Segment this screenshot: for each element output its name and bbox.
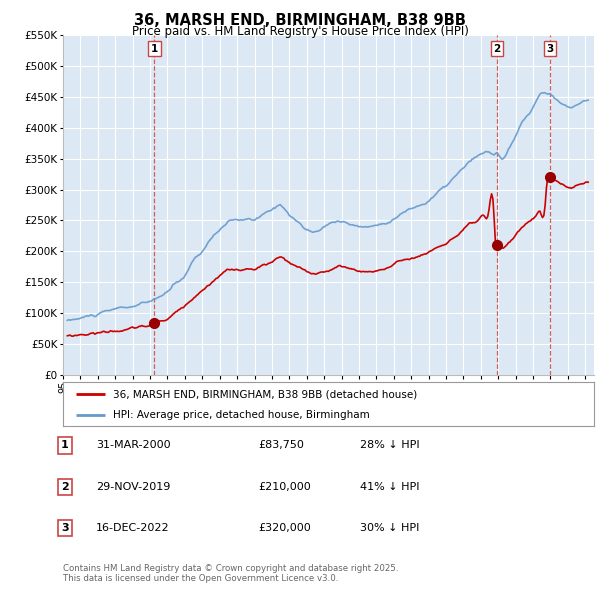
Text: Contains HM Land Registry data © Crown copyright and database right 2025.
This d: Contains HM Land Registry data © Crown c… — [63, 563, 398, 583]
Text: 36, MARSH END, BIRMINGHAM, B38 9BB: 36, MARSH END, BIRMINGHAM, B38 9BB — [134, 13, 466, 28]
Text: 2: 2 — [61, 482, 68, 491]
Text: 3: 3 — [546, 44, 553, 54]
Text: 1: 1 — [151, 44, 158, 54]
Text: £210,000: £210,000 — [258, 482, 311, 491]
Text: Price paid vs. HM Land Registry's House Price Index (HPI): Price paid vs. HM Land Registry's House … — [131, 25, 469, 38]
Text: 16-DEC-2022: 16-DEC-2022 — [96, 523, 170, 533]
Text: 30% ↓ HPI: 30% ↓ HPI — [360, 523, 419, 533]
Text: 2: 2 — [493, 44, 500, 54]
Text: 41% ↓ HPI: 41% ↓ HPI — [360, 482, 419, 491]
Text: 29-NOV-2019: 29-NOV-2019 — [96, 482, 170, 491]
Text: HPI: Average price, detached house, Birmingham: HPI: Average price, detached house, Birm… — [113, 410, 370, 420]
Text: 28% ↓ HPI: 28% ↓ HPI — [360, 441, 419, 450]
Text: 36, MARSH END, BIRMINGHAM, B38 9BB (detached house): 36, MARSH END, BIRMINGHAM, B38 9BB (deta… — [113, 389, 418, 399]
Text: £83,750: £83,750 — [258, 441, 304, 450]
Text: 3: 3 — [61, 523, 68, 533]
Text: 31-MAR-2000: 31-MAR-2000 — [96, 441, 170, 450]
Text: £320,000: £320,000 — [258, 523, 311, 533]
Text: 1: 1 — [61, 441, 68, 450]
